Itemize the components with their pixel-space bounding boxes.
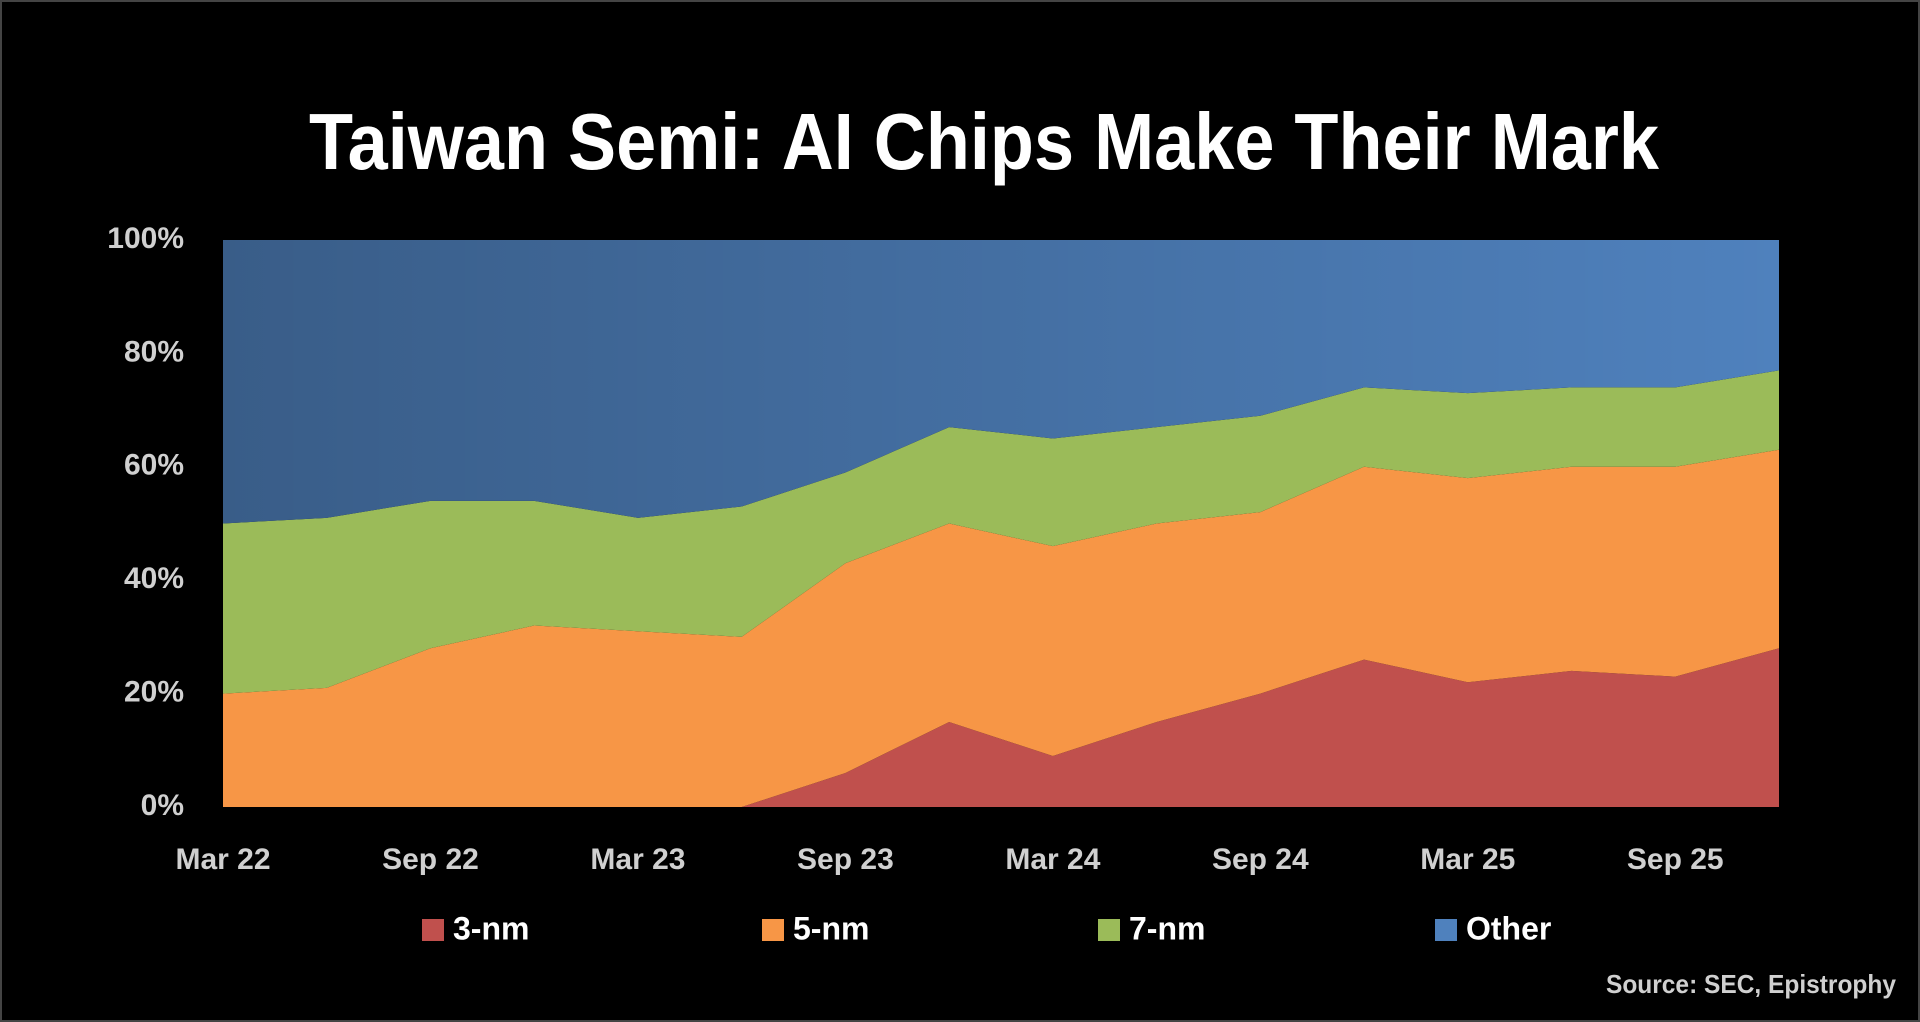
x-tick-label: Sep 23 — [797, 843, 894, 876]
x-tick-label: Mar 25 — [1420, 843, 1515, 876]
legend-swatch — [1098, 919, 1120, 941]
legend-swatch — [762, 919, 784, 941]
x-tick-label: Sep 24 — [1212, 843, 1309, 876]
source-note: Source: SEC, Epistrophy — [1606, 969, 1896, 999]
legend-swatch — [422, 919, 444, 941]
y-tick-label: 80% — [124, 335, 184, 368]
y-tick-label: 20% — [124, 676, 184, 709]
legend-swatch — [1435, 919, 1457, 941]
y-tick-label: 40% — [124, 562, 184, 595]
x-tick-label: Mar 24 — [1005, 843, 1100, 876]
x-tick-label: Sep 25 — [1627, 843, 1724, 876]
area — [223, 449, 1779, 807]
legend-label: 5-nm — [793, 910, 869, 946]
legend-label: 3-nm — [453, 910, 529, 946]
y-tick-label: 0% — [141, 789, 184, 822]
y-tick-label: 60% — [124, 449, 184, 482]
chart-title: Taiwan Semi: AI Chips Make Their Mark — [309, 97, 1659, 186]
x-tick-label: Mar 23 — [590, 843, 685, 876]
area — [223, 370, 1779, 694]
x-tick-label: Mar 22 — [175, 843, 270, 876]
x-tick-label: Sep 22 — [382, 843, 479, 876]
legend-label: 7-nm — [1129, 910, 1205, 946]
area-shade — [223, 240, 1779, 524]
area — [223, 648, 1779, 807]
legend-label: Other — [1466, 910, 1551, 946]
y-tick-label: 100% — [107, 222, 184, 255]
